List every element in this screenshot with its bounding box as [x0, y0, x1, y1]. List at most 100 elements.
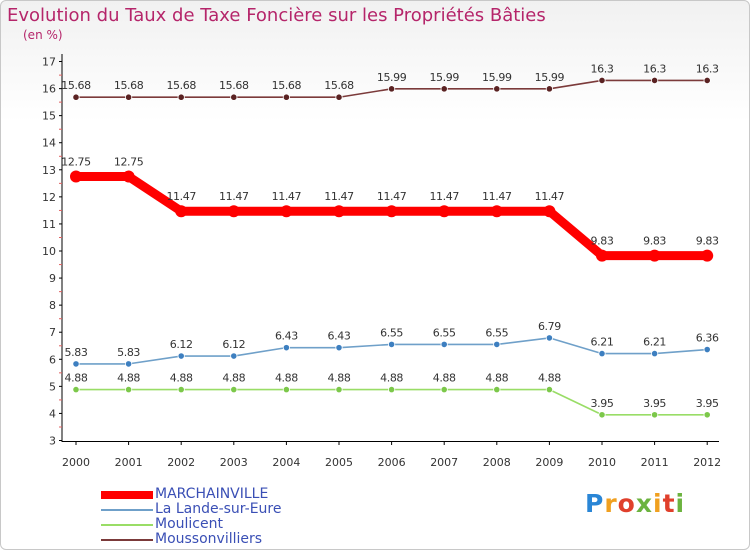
series-marchainville-data-label: 9.83: [643, 235, 666, 248]
x-tick-label: 2004: [272, 456, 300, 469]
y-tick-label: 4: [49, 407, 56, 420]
y-tick-label: 12: [42, 191, 56, 204]
series-marchainville-point: [438, 205, 451, 218]
series-moulicent-data-label: 4.88: [538, 372, 561, 385]
series-moussonvilliers-point: [650, 76, 659, 85]
series-moussonvilliers-point: [177, 93, 185, 101]
y-tick-label: 6: [49, 353, 56, 366]
series-marchainville-data-label: 9.83: [591, 235, 614, 248]
series-moussonvilliers-data-label: 16.3: [643, 62, 666, 75]
series-la-lande-sur-eure-data-label: 5.83: [65, 346, 88, 359]
series-marchainville-data-label: 12.75: [114, 156, 144, 169]
series-moussonvilliers-data-label: 15.99: [482, 71, 512, 84]
series-moulicent-point: [703, 411, 711, 419]
x-tick-label: 2001: [115, 456, 143, 469]
series-la-lande-sur-eure-point: [125, 360, 133, 368]
legend-label: Moulicent: [155, 516, 223, 532]
series-la-lande-sur-eure-point: [598, 350, 606, 358]
series-moussonvilliers-data-label: 16.3: [696, 62, 719, 75]
legend-swatch: [101, 539, 153, 541]
legend-swatch: [101, 491, 153, 499]
series-moulicent-point: [177, 386, 185, 394]
series-moussonvilliers-point: [125, 93, 133, 101]
series-la-lande-sur-eure-point: [335, 344, 343, 352]
series-marchainville-data-label: 9.83: [696, 235, 719, 248]
series-la-lande-sur-eure-point: [230, 352, 238, 360]
series-moulicent-data-label: 4.88: [433, 372, 456, 385]
series-moulicent-point: [545, 386, 554, 394]
series-marchainville-point: [490, 205, 503, 218]
series-marchainville-point: [543, 205, 556, 218]
series-la-lande-sur-eure-data-label: 6.12: [170, 338, 193, 351]
y-tick-label: 14: [42, 137, 56, 150]
y-tick-label: 9: [49, 272, 56, 285]
series-la-lande-sur-eure-data-label: 6.55: [380, 326, 403, 339]
series-moussonvilliers-point: [440, 85, 448, 93]
series-marchainville-data-label: 11.47: [535, 190, 565, 203]
series-moulicent-point: [650, 411, 659, 419]
series-marchainville-point: [122, 170, 135, 183]
series-moulicent-point: [387, 386, 396, 394]
x-tick-label: 2000: [62, 456, 90, 469]
series-moussonvilliers-point: [282, 93, 290, 101]
chart-title: Evolution du Taux de Taxe Foncière sur l…: [7, 5, 546, 26]
series-moulicent-point: [230, 386, 238, 394]
legend-label: MARCHAINVILLE: [155, 486, 269, 502]
series-moulicent-point: [440, 386, 448, 394]
series-marchainville-point: [385, 205, 398, 218]
y-tick-label: 15: [42, 110, 56, 123]
y-tick-label: 5: [49, 380, 56, 393]
series-la-lande-sur-eure-data-label: 5.83: [117, 346, 140, 359]
series-marchainville-data-label: 11.47: [377, 190, 407, 203]
legend-label: Moussonvilliers: [155, 531, 263, 547]
legend-item-moussonvilliers: Moussonvilliers: [101, 531, 361, 547]
legend-item-moulicent: Moulicent: [101, 516, 361, 532]
legend-label: La Lande-sur-Eure: [155, 501, 282, 517]
series-moulicent-data-label: 4.88: [222, 372, 245, 385]
series-marchainville-point: [70, 170, 82, 183]
series-moulicent-data-label: 3.95: [696, 397, 719, 410]
series-marchainville-data-label: 11.47: [219, 190, 249, 203]
series-la-lande-sur-eure-point: [650, 350, 659, 358]
x-tick-label: 2009: [535, 456, 563, 469]
series-la-lande-sur-eure-point: [282, 344, 290, 352]
x-tick-label: 2006: [378, 456, 406, 469]
series-marchainville-point: [648, 249, 661, 262]
series-moulicent-data-label: 4.88: [328, 372, 351, 385]
series-marchainville-data-label: 11.47: [482, 190, 512, 203]
y-tick-label: 3: [49, 435, 56, 448]
legend-swatch: [101, 524, 153, 526]
series-moussonvilliers-data-label: 15.68: [324, 79, 354, 92]
series-moulicent-data-label: 4.88: [117, 372, 140, 385]
series-moussonvilliers-data-label: 15.68: [272, 79, 302, 92]
series-moussonvilliers-point: [72, 93, 80, 101]
series-la-lande-sur-eure-data-label: 6.55: [433, 326, 456, 339]
series-marchainville-data-label: 11.47: [272, 190, 302, 203]
series-moulicent-data-label: 4.88: [485, 372, 508, 385]
series-moussonvilliers-data-label: 15.99: [377, 71, 407, 84]
series-marchainville-point: [280, 205, 293, 218]
series-marchainville-point: [175, 205, 188, 218]
series-moussonvilliers-point: [230, 93, 238, 101]
series-moussonvilliers-data-label: 15.68: [61, 79, 91, 92]
y-tick-label: 7: [49, 326, 56, 339]
series-moulicent-point: [335, 386, 343, 394]
series-la-lande-sur-eure-point: [387, 340, 396, 348]
series-la-lande-sur-eure-data-label: 6.79: [538, 320, 561, 333]
series-moulicent-point: [72, 386, 80, 394]
series-moussonvilliers-data-label: 15.99: [535, 71, 565, 84]
series-moulicent-point: [493, 386, 501, 394]
series-marchainville-data-label: 11.47: [429, 190, 459, 203]
y-tick-label: 13: [42, 164, 56, 177]
series-marchainville-data-label: 11.47: [324, 190, 354, 203]
series-marchainville-point: [227, 205, 240, 218]
series-moulicent-data-label: 3.95: [643, 397, 666, 410]
x-tick-label: 2002: [167, 456, 195, 469]
series-la-lande-sur-eure-data-label: 6.43: [328, 330, 351, 343]
legend-swatch: [101, 509, 153, 511]
x-tick-label: 2007: [430, 456, 458, 469]
series-la-lande-sur-eure-point: [493, 340, 501, 348]
series-la-lande-sur-eure-point: [72, 360, 80, 368]
x-tick-label: 2011: [641, 456, 669, 469]
y-tick-label: 17: [42, 56, 56, 69]
